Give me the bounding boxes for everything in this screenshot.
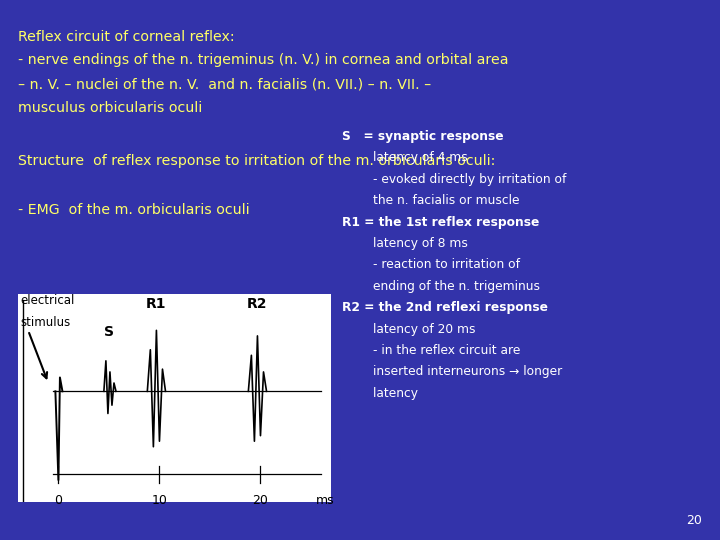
Text: S   = synaptic response: S = synaptic response: [342, 130, 503, 143]
Text: ms: ms: [316, 494, 335, 507]
Text: latency of 8 ms: latency of 8 ms: [342, 237, 468, 250]
Text: inserted interneurons → longer: inserted interneurons → longer: [342, 366, 562, 379]
Text: Structure  of reflex response to irritation of the m. orbicularis oculi:: Structure of reflex response to irritati…: [18, 154, 495, 168]
Text: 0: 0: [55, 494, 63, 507]
Text: R1 = the 1st reflex response: R1 = the 1st reflex response: [342, 215, 539, 228]
Text: - evoked directly by irritation of: - evoked directly by irritation of: [342, 173, 567, 186]
Text: R2: R2: [247, 297, 268, 311]
Text: 10: 10: [151, 494, 167, 507]
Text: - reaction to irritation of: - reaction to irritation of: [342, 259, 520, 272]
Text: R1: R1: [146, 297, 166, 311]
Text: R2 = the 2nd reflexi response: R2 = the 2nd reflexi response: [342, 301, 548, 314]
Text: 20: 20: [253, 494, 269, 507]
Text: musculus orbicularis oculi: musculus orbicularis oculi: [18, 101, 202, 115]
Text: - in the reflex circuit are: - in the reflex circuit are: [342, 344, 521, 357]
Text: Reflex circuit of corneal reflex:: Reflex circuit of corneal reflex:: [18, 30, 235, 44]
Text: - nerve endings of the n. trigeminus (n. V.) in cornea and orbital area: - nerve endings of the n. trigeminus (n.…: [18, 53, 508, 68]
Text: 20: 20: [686, 514, 702, 526]
Text: latency of 20 ms: latency of 20 ms: [342, 322, 475, 335]
Text: - EMG  of the m. orbicularis oculi: - EMG of the m. orbicularis oculi: [18, 202, 250, 217]
Text: latency: latency: [342, 387, 418, 400]
Text: S: S: [104, 325, 114, 339]
Text: latency of 4 ms: latency of 4 ms: [342, 152, 468, 165]
Text: electrical: electrical: [20, 294, 74, 307]
Text: the n. facialis or muscle: the n. facialis or muscle: [342, 194, 520, 207]
Text: ending of the n. trigeminus: ending of the n. trigeminus: [342, 280, 540, 293]
Text: stimulus: stimulus: [20, 316, 71, 329]
Text: – n. V. – nuclei of the n. V.  and n. facialis (n. VII.) – n. VII. –: – n. V. – nuclei of the n. V. and n. fac…: [18, 77, 431, 91]
